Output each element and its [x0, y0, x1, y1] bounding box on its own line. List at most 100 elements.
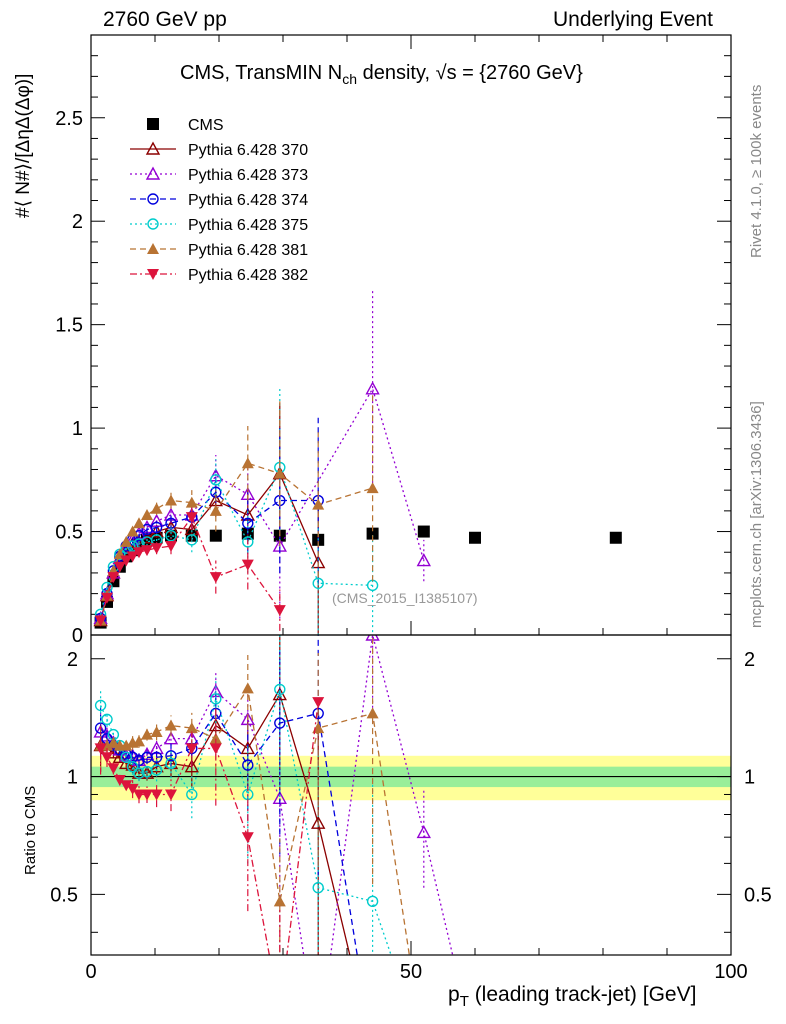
point-pythia-6-428-382: [185, 512, 198, 524]
ratio-point-pythia-6-428-381: [107, 736, 120, 748]
plot-title-suffix: density, √s = {2760 GeV}: [357, 62, 583, 84]
ratio-point-pythia-6-428-374: [312, 707, 324, 720]
y-axis-label-top: #⟨ N#⟩/[ΔηΔ(Δφ)]: [13, 73, 34, 218]
point-pythia-6-428-374: [150, 521, 163, 534]
ratio-point-pythia-6-428-382: [150, 789, 163, 801]
point-pythia-6-428-382: [126, 551, 139, 563]
point-pythia-6-428-381: [126, 525, 139, 537]
point-pythia-6-428-381: [141, 509, 153, 520]
legend-marker-pythia-6-428-373: [145, 166, 161, 180]
y-tick-label-top: 1: [72, 418, 83, 440]
y-tick-label-bottom-right: 1: [744, 767, 755, 789]
legend-marker-pythia-6-428-382: [147, 269, 159, 280]
y-tick-label-bottom-left: 1: [67, 767, 78, 789]
ratio-point-pythia-6-428-370: [184, 759, 199, 773]
y-tick-label-top: 1.5: [55, 315, 83, 337]
point-pythia-6-428-374: [242, 517, 254, 529]
rivet-label: Rivet 4.1.0, ≥ 100k events: [748, 84, 765, 258]
ratio-point-pythia-6-428-382: [274, 1007, 286, 1018]
series-line-pythia-6-428-375: [99, 465, 373, 615]
ratio-point-pythia-6-428-382: [107, 763, 120, 775]
plot-title-prefix: CMS, TransMIN N: [180, 62, 343, 84]
point-pythia-6-428-381: [366, 482, 379, 494]
plot-title-sub: ch: [342, 71, 358, 87]
mcplots-label: mcplots.cern.ch [arXiv:1306.3436]: [748, 401, 765, 628]
ratio-point-pythia-6-428-382: [185, 743, 198, 755]
point-pythia-6-428-382: [150, 543, 163, 555]
ratio-point-pythia-6-428-375: [210, 693, 222, 705]
point-pythia-6-428-381: [209, 504, 222, 516]
point-pythia-6-428-382: [133, 547, 145, 559]
point-pythia-6-428-381: [150, 502, 163, 514]
point-pythia-6-428-381: [241, 457, 254, 469]
ratio-point-pythia-6-428-370: [311, 815, 326, 829]
ratio-point-pythia-6-428-374: [150, 751, 163, 764]
point-pythia-6-428-381: [165, 494, 177, 506]
legend-label-pythia-6-428-374: Pythia 6.428 374: [188, 192, 308, 209]
panel-frames: [90, 34, 732, 956]
ratio-point-pythia-6-428-374: [274, 717, 286, 729]
main-panel-series: [93, 289, 622, 635]
legend-marker-pythia-6-428-374: [147, 193, 159, 205]
legend-label-cms: CMS: [188, 117, 224, 134]
point-cms: [609, 531, 622, 544]
x-tick-label: 50: [400, 961, 422, 983]
ratio-point-pythia-6-428-375: [274, 683, 286, 696]
point-pythia-6-428-375: [312, 577, 324, 589]
point-pythia-6-428-382: [94, 615, 107, 627]
ratio-point-pythia-6-428-382: [113, 774, 126, 786]
point-pythia-6-428-381: [273, 467, 286, 479]
x-tick-label: 0: [85, 961, 96, 983]
point-pythia-6-428-382: [107, 572, 120, 584]
x-axis-label-main: p: [448, 983, 460, 1006]
point-pythia-6-428-382: [101, 592, 113, 604]
ratio-point-pythia-6-428-382: [94, 743, 107, 755]
ratio-point-pythia-6-428-375: [150, 764, 163, 776]
point-pythia-6-428-373: [149, 513, 164, 527]
point-pythia-6-428-375: [242, 536, 254, 548]
y-tick-label-bottom-right: 0.5: [744, 884, 772, 906]
ratio-point-pythia-6-428-381: [165, 719, 177, 731]
ratio-point-pythia-6-428-374: [242, 759, 254, 771]
y-tick-label-top: 0.5: [55, 522, 83, 544]
ratio-line-pythia-6-428-382: [100, 701, 319, 955]
ratio-point-pythia-6-428-381: [273, 895, 286, 907]
legend-marker-pythia-6-428-381: [147, 243, 159, 254]
legend-marker-pythia-6-428-375: [147, 218, 159, 230]
y-tick-label-bottom-left: 0.5: [50, 884, 78, 906]
point-pythia-6-428-382: [209, 572, 222, 584]
legend-label-pythia-6-428-382: Pythia 6.428 382: [188, 267, 308, 284]
ratio-point-pythia-6-428-381: [241, 682, 254, 694]
y-tick-label-top: 2: [72, 211, 83, 233]
ratio-point-pythia-6-428-370: [240, 740, 255, 755]
ratio-point-pythia-6-428-374: [165, 750, 177, 762]
point-cms: [417, 525, 430, 538]
series-line-pythia-6-428-373: [99, 387, 425, 619]
ratio-point-pythia-6-428-375: [165, 757, 177, 770]
point-cms: [366, 527, 379, 540]
ratio-point-pythia-6-428-382: [101, 752, 113, 764]
point-pythia-6-428-373: [365, 381, 380, 395]
header-left: 2760 GeV pp: [103, 8, 227, 31]
legend-label-pythia-6-428-373: Pythia 6.428 373: [188, 167, 308, 184]
legend-label-pythia-6-428-370: Pythia 6.428 370: [188, 142, 308, 159]
y-tick-label-bottom-right: 2: [744, 649, 755, 671]
plot-title: CMS, TransMIN Nch density, √s = {2760 Ge…: [180, 62, 583, 87]
axes-ticks: 0 50 100 0 0.5 1 1.5 2 2.5 0.5 0.5 1 1 2 2: [50, 34, 772, 983]
y-tick-label-top: 2.5: [55, 108, 83, 130]
ratio-point-pythia-6-428-382: [126, 783, 139, 795]
ratio-point-pythia-6-428-375: [366, 895, 379, 908]
point-pythia-6-428-382: [113, 561, 126, 573]
ratio-point-pythia-6-428-375: [126, 760, 139, 773]
legend: CMS Pythia 6.428 370 Pythia 6.428 373 Pythi…: [130, 117, 308, 284]
legend-label-pythia-6-428-381: Pythia 6.428 381: [188, 242, 308, 259]
point-pythia-6-428-373: [416, 553, 431, 567]
ratio-point-pythia-6-428-373: [416, 824, 431, 839]
point-pythia-6-428-375: [165, 529, 177, 542]
legend-marker-pythia-6-428-370: [145, 141, 161, 155]
x-axis-label-sub: T: [459, 993, 469, 1011]
x-tick-label: 100: [714, 961, 747, 983]
header-right: Underlying Event: [553, 8, 713, 31]
ratio-point-pythia-6-428-381: [141, 728, 153, 740]
